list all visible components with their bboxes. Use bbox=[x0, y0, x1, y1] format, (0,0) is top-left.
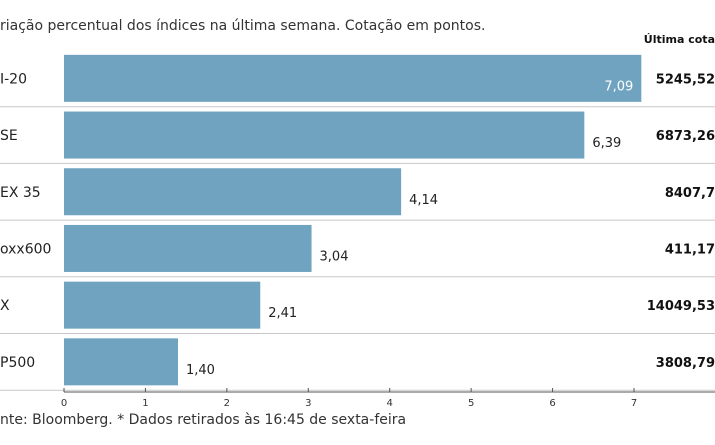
x-tick-label: 6 bbox=[549, 398, 555, 409]
x-tick-label: 7 bbox=[631, 398, 637, 409]
x-tick-label: 3 bbox=[305, 398, 311, 409]
bar-chart: I-20 7,09 5245,52 SE 6,39 6873,26 EX 35 4,14 840… bbox=[0, 54, 715, 409]
chart-subtitle: riação percentual dos índices na última … bbox=[0, 18, 486, 34]
data-label: 1,40 bbox=[186, 363, 215, 378]
x-tick-label: 2 bbox=[224, 398, 230, 409]
category-label: X bbox=[0, 298, 10, 314]
quote-value: 3808,79 bbox=[656, 356, 715, 371]
quote-column-header: Última cota bbox=[643, 33, 715, 46]
data-label: 6,39 bbox=[592, 136, 621, 151]
quote-value: 411,17 bbox=[665, 242, 715, 257]
chart-source-note: nte: Bloomberg. * Dados retirados às 16:… bbox=[0, 412, 407, 428]
data-label: 3,04 bbox=[320, 249, 349, 264]
quote-value: 14049,53 bbox=[647, 299, 715, 314]
x-tick-label: 1 bbox=[142, 398, 148, 409]
bar bbox=[64, 168, 402, 216]
quote-value: 5245,52 bbox=[656, 72, 715, 87]
category-label: oxx600 bbox=[0, 241, 51, 257]
x-tick-label: 4 bbox=[387, 398, 393, 409]
data-label: 2,41 bbox=[268, 306, 297, 321]
bar bbox=[64, 224, 312, 272]
row-separators bbox=[0, 106, 715, 391]
bar bbox=[64, 281, 261, 329]
data-label: 7,09 bbox=[604, 79, 633, 94]
x-tick-label: 0 bbox=[61, 398, 67, 409]
bar bbox=[64, 54, 642, 102]
quote-value: 8407,7 bbox=[665, 186, 715, 201]
data-label: 4,14 bbox=[409, 193, 438, 208]
bars: I-20 7,09 5245,52 SE 6,39 6873,26 EX 35 4,14 840… bbox=[0, 54, 715, 386]
quote-value: 6873,26 bbox=[656, 129, 715, 144]
bar bbox=[64, 111, 585, 159]
bar bbox=[64, 338, 178, 386]
x-tick-label: 5 bbox=[468, 398, 474, 409]
category-label: P500 bbox=[0, 355, 35, 371]
x-axis: 0 1 2 3 4 5 6 7 bbox=[61, 388, 715, 409]
category-label: I-20 bbox=[0, 71, 27, 87]
category-label: SE bbox=[0, 128, 18, 144]
category-label: EX 35 bbox=[0, 185, 41, 201]
